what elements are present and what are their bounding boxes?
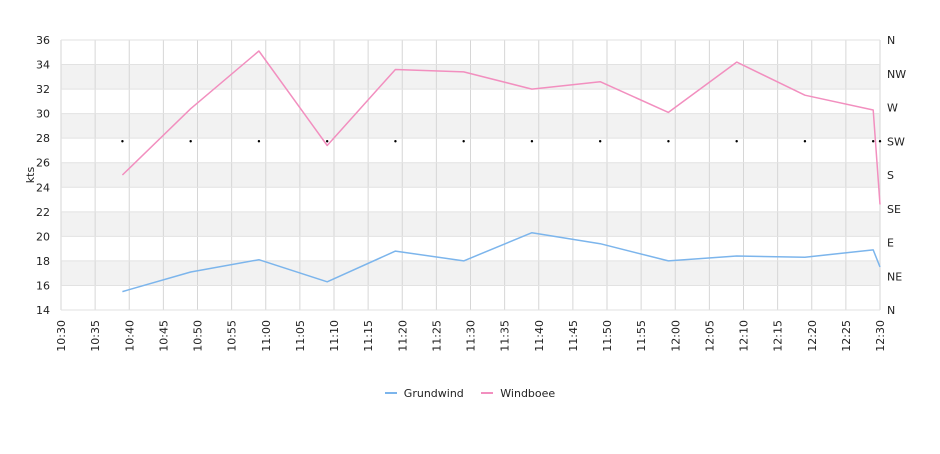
direction-marker [872, 140, 874, 142]
legend-swatch-grundwind [385, 392, 397, 394]
x-tick-label: 11:55 [635, 320, 648, 352]
legend-item-grundwind[interactable]: Grundwind [385, 387, 464, 400]
y2-tick-label: S [887, 169, 894, 182]
x-tick-label: 12:30 [874, 320, 887, 352]
legend-label-windboee: Windboee [500, 387, 555, 400]
y-tick-label: 22 [36, 206, 50, 219]
y-tick-label: 24 [36, 181, 50, 194]
x-tick-label: 12:15 [772, 320, 785, 352]
y-tick-label: 14 [36, 304, 50, 317]
direction-marker [735, 140, 737, 142]
x-tick-label: 11:40 [533, 320, 546, 352]
y-tick-label: 30 [36, 108, 50, 121]
y2-tick-label: SE [887, 203, 901, 216]
direction-marker [462, 140, 464, 142]
direction-marker [531, 140, 533, 142]
y-tick-label: 18 [36, 255, 50, 268]
y-tick-label: 26 [36, 157, 50, 170]
x-tick-label: 12:05 [703, 320, 716, 352]
y-axis-label: kts [24, 167, 37, 184]
y-tick-label: 32 [36, 83, 50, 96]
x-tick-label: 10:45 [157, 320, 170, 352]
y2-tick-label: SW [887, 135, 905, 148]
x-tick-label: 10:55 [226, 320, 239, 352]
x-tick-label: 11:35 [499, 320, 512, 352]
x-tick-label: 12:20 [806, 320, 819, 352]
x-tick-label: 10:30 [55, 320, 68, 352]
x-tick-label: 12:25 [840, 320, 853, 352]
x-tick-label: 11:10 [328, 320, 341, 352]
x-tick-label: 10:40 [123, 320, 136, 352]
chart-legend: Grundwind Windboee [0, 384, 940, 400]
direction-marker [599, 140, 601, 142]
x-tick-label: 11:30 [465, 320, 478, 352]
y2-tick-label: N [887, 304, 895, 317]
x-tick-label: 11:20 [396, 320, 409, 352]
x-tick-label: 11:50 [601, 320, 614, 352]
x-tick-label: 11:00 [260, 320, 273, 352]
y2-tick-label: E [887, 237, 894, 250]
legend-label-grundwind: Grundwind [404, 387, 464, 400]
y2-tick-label: NE [887, 270, 902, 283]
direction-marker [189, 140, 191, 142]
x-tick-label: 11:45 [567, 320, 580, 352]
y-tick-label: 28 [36, 132, 50, 145]
x-tick-label: 10:35 [89, 320, 102, 352]
direction-marker [804, 140, 806, 142]
direction-marker [879, 140, 881, 142]
x-tick-label: 11:05 [294, 320, 307, 352]
x-tick-label: 12:00 [669, 320, 682, 352]
y2-tick-label: NW [887, 68, 906, 81]
legend-swatch-windboee [481, 392, 493, 394]
x-tick-label: 12:10 [738, 320, 751, 352]
y-tick-label: 34 [36, 59, 50, 72]
direction-marker [394, 140, 396, 142]
y2-tick-label: W [887, 102, 898, 115]
x-tick-label: 11:25 [430, 320, 443, 352]
y2-tick-label: N [887, 34, 895, 47]
direction-marker [667, 140, 669, 142]
direction-marker [326, 140, 328, 142]
x-tick-label: 11:15 [362, 320, 375, 352]
y-tick-label: 36 [36, 34, 50, 47]
y-tick-label: 20 [36, 230, 50, 243]
direction-marker [258, 140, 260, 142]
y-tick-label: 16 [36, 279, 50, 292]
x-tick-label: 10:50 [192, 320, 205, 352]
legend-item-windboee[interactable]: Windboee [481, 387, 555, 400]
direction-marker [121, 140, 123, 142]
